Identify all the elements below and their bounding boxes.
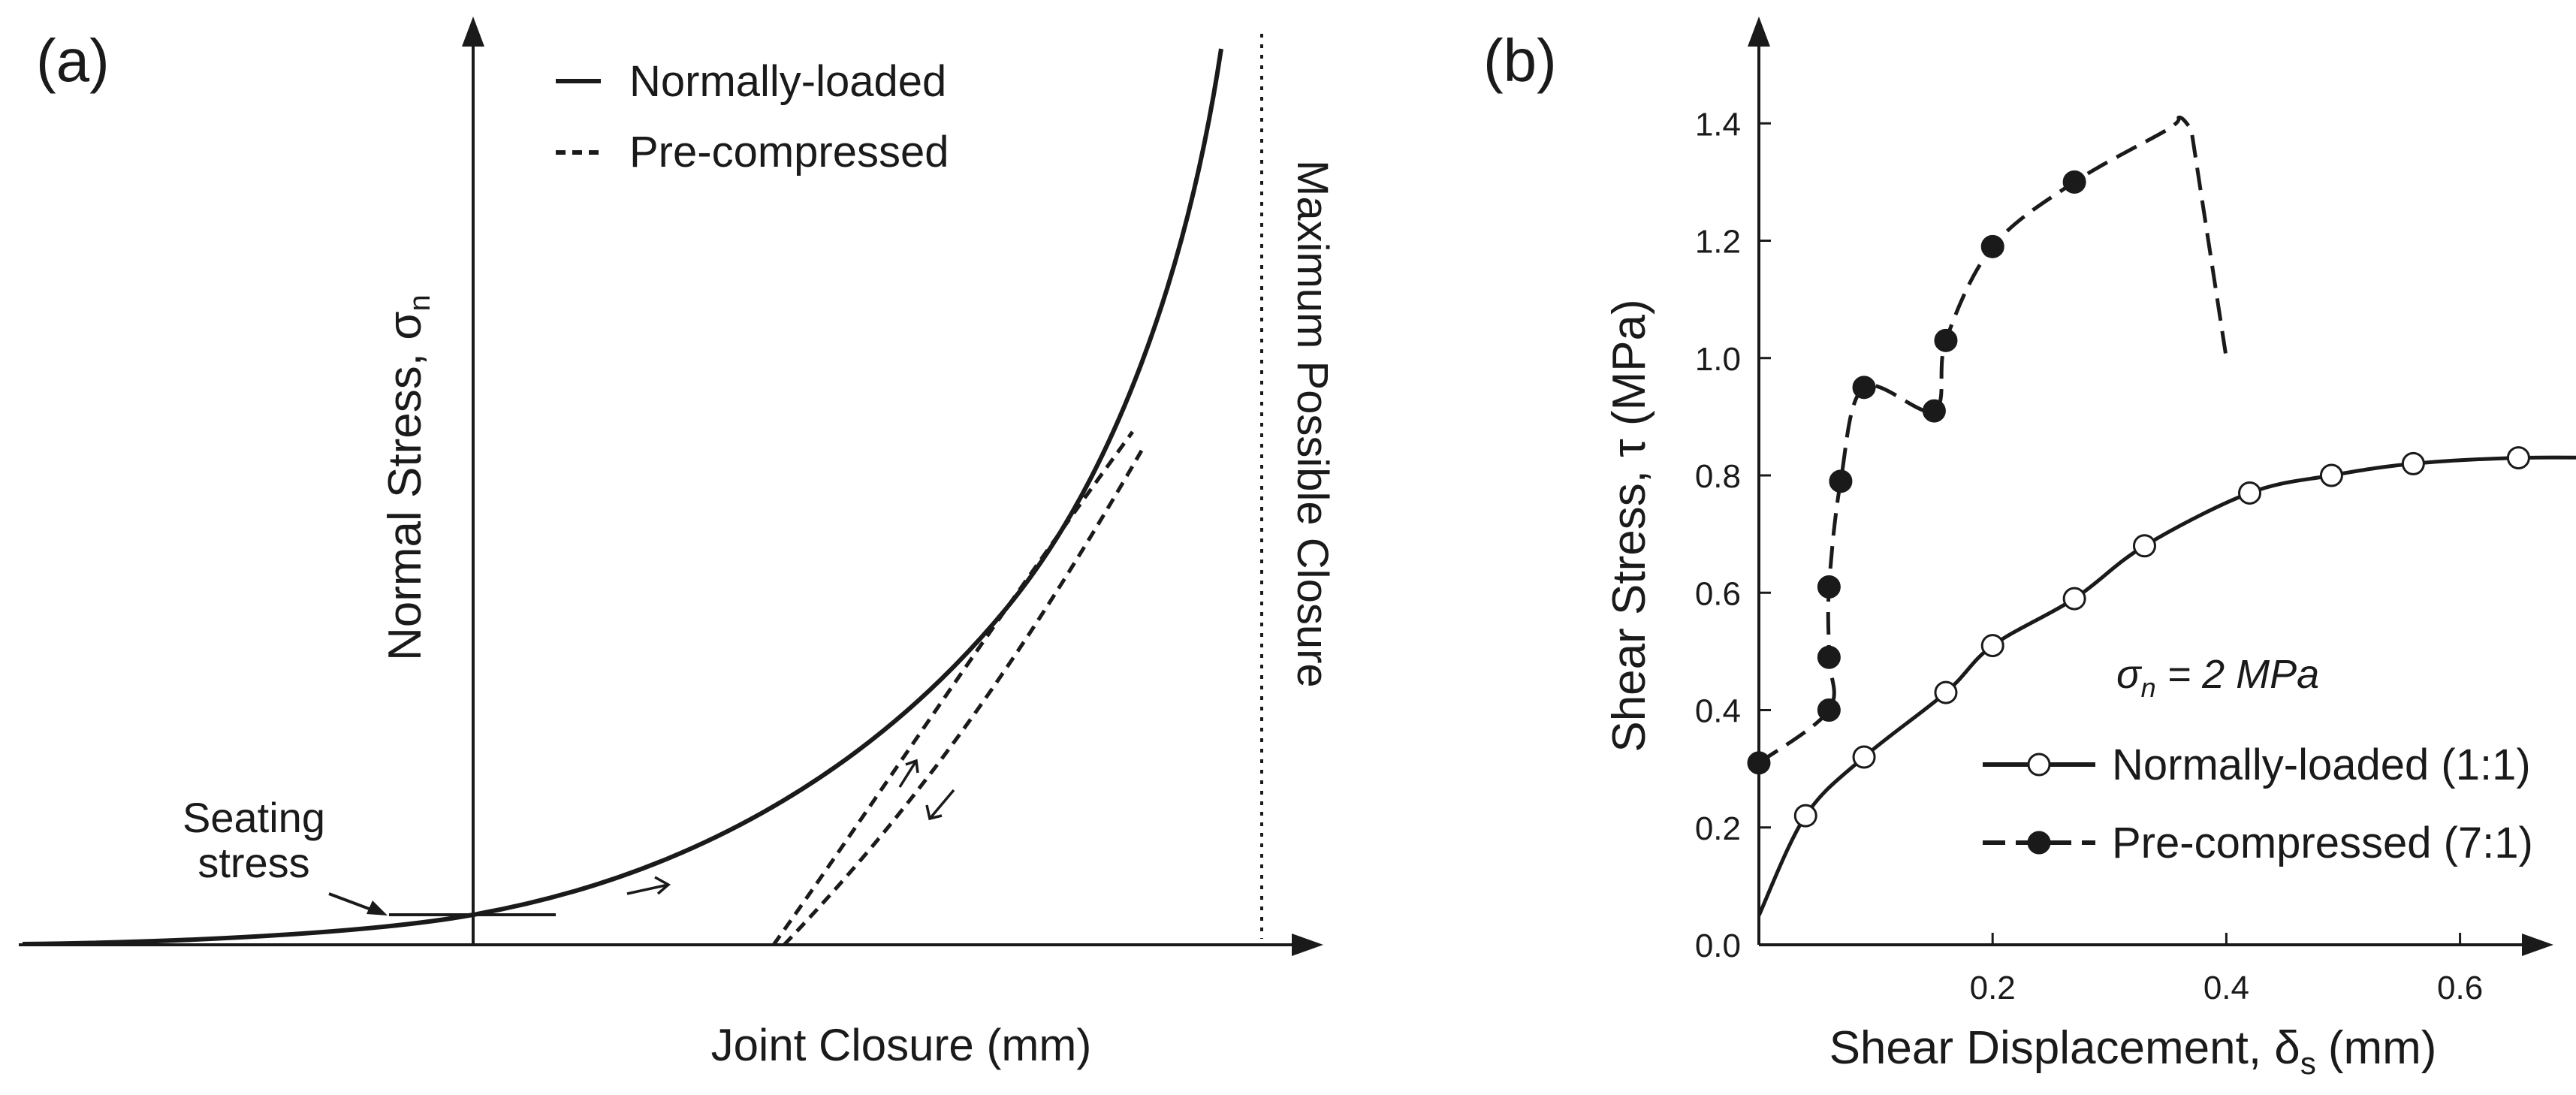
b-y-tick-label: 1.0 xyxy=(1695,341,1741,378)
b-x-tick-label: 0.4 xyxy=(2203,970,2249,1006)
b-x-axis-arrowhead xyxy=(2522,934,2553,956)
b-y-tick-label: 1.2 xyxy=(1695,224,1741,261)
a-y-axis-label: Normal Stress, σn xyxy=(379,294,436,661)
a-curve-normally-loaded xyxy=(22,48,1223,946)
b-legend-label-precompressed: Pre-compressed (7:1) xyxy=(2112,819,2533,867)
a-x-axis-label: Joint Closure (mm) xyxy=(711,1020,1092,1070)
a-curve-pre-compressed-loading xyxy=(771,430,1135,946)
a-legend-label-precompressed: Pre-compressed xyxy=(629,128,949,176)
b-condition-text: = 2 MPa xyxy=(2156,652,2320,697)
a-y-axis-arrowhead xyxy=(462,17,484,47)
b-point-normally-loaded xyxy=(1852,745,1876,769)
svg-text:Normal Stress, σn: Normal Stress, σn xyxy=(379,294,436,661)
b-point-pre-compressed xyxy=(1852,376,1876,400)
b-y-tick-label: 0.2 xyxy=(1695,810,1741,847)
a-curve-pre-compressed-unloading xyxy=(783,449,1144,946)
b-point-pre-compressed xyxy=(1934,328,1958,352)
b-legend: Normally-loaded (1:1) Pre-compressed (7:… xyxy=(1983,741,2533,867)
a-arrow-load-1 xyxy=(626,876,671,895)
b-y-axis-label: Shear Stress, τ (MPa) xyxy=(1603,299,1655,752)
b-point-normally-loaded xyxy=(1934,680,1958,704)
a-arrow-load-2 xyxy=(898,759,919,788)
b-condition-symbol: σ xyxy=(2116,652,2143,697)
b-y-tick-label: 0.6 xyxy=(1695,575,1741,612)
b-x-axis-label-unit: (mm) xyxy=(2328,1022,2437,1074)
b-point-normally-loaded xyxy=(1980,634,2004,658)
b-condition-sub: n xyxy=(2141,672,2156,703)
b-point-pre-compressed xyxy=(2062,170,2086,194)
b-point-pre-compressed xyxy=(1817,698,1841,722)
b-point-pre-compressed xyxy=(1747,751,1771,775)
b-y-tick-label: 0.0 xyxy=(1695,928,1741,964)
b-legend-label-normally: Normally-loaded (1:1) xyxy=(2112,741,2531,789)
b-x-axis-label-sub: s xyxy=(2300,1045,2316,1081)
a-legend-label-normally: Normally-loaded xyxy=(629,57,946,106)
b-x-tick-label: 0.2 xyxy=(1970,970,2016,1006)
a-seating-label-1: Seating xyxy=(182,794,325,841)
b-legend-marker-filled xyxy=(2027,831,2051,855)
b-y-tick-label: 0.8 xyxy=(1695,458,1741,495)
a-seating-pointer-head xyxy=(366,900,388,916)
b-point-normally-loaded xyxy=(1793,804,1817,828)
b-y-tick-label: 1.4 xyxy=(1695,106,1741,143)
a-arrow-unload xyxy=(925,789,955,821)
b-point-normally-loaded xyxy=(2132,534,2156,558)
a-legend: Normally-loaded Pre-compressed xyxy=(556,57,949,176)
a-x-axis-arrowhead xyxy=(1292,934,1323,956)
b-condition-label: σn = 2 MPa xyxy=(2116,652,2319,703)
b-y-tick-label: 0.4 xyxy=(1695,693,1741,730)
a-seating-label-2: stress xyxy=(198,839,309,886)
b-point-pre-compressed xyxy=(1817,575,1841,599)
b-point-pre-compressed xyxy=(1980,234,2004,258)
b-point-pre-compressed xyxy=(1922,399,1946,423)
b-point-pre-compressed xyxy=(1817,645,1841,669)
a-y-axis-label-text: Normal Stress, σ xyxy=(379,312,431,661)
b-point-normally-loaded xyxy=(2401,451,2425,475)
panel-b-label: (b) xyxy=(1483,27,1557,94)
b-point-pre-compressed xyxy=(1829,469,1853,493)
a-y-axis-label-sub: n xyxy=(403,294,436,311)
b-y-axis-arrowhead xyxy=(1748,17,1770,47)
b-x-axis-label: Shear Displacement, δs (mm) xyxy=(1829,1022,2437,1081)
b-x-tick-label: 0.6 xyxy=(2437,970,2483,1006)
b-legend-marker-open xyxy=(2027,753,2051,777)
panel-a: (a) Maximum Possible Closure Seating str… xyxy=(19,17,1337,1070)
a-max-closure-label: Maximum Possible Closure xyxy=(1288,160,1337,688)
panel-b: (b) 0.00.20.40.60.81.01.21.40.20.40.60.8… xyxy=(1483,17,2576,1081)
panel-a-label: (a) xyxy=(36,27,110,94)
b-point-normally-loaded xyxy=(2319,463,2343,487)
b-point-normally-loaded xyxy=(2506,446,2530,470)
b-x-axis-label-text: Shear Displacement, δ xyxy=(1829,1022,2300,1074)
b-point-normally-loaded xyxy=(2062,587,2086,611)
b-point-normally-loaded xyxy=(2238,481,2262,505)
